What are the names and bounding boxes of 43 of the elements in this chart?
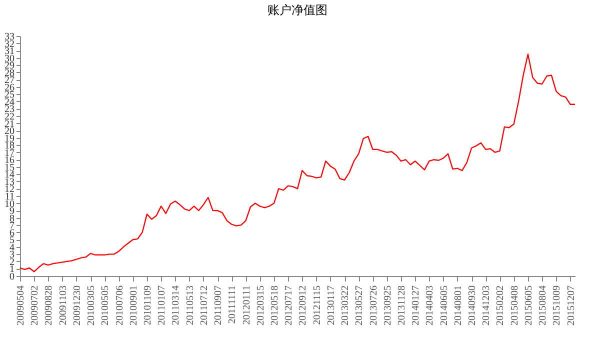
x-tick-label: 20151207	[566, 286, 577, 326]
x-tick-label: 20110712	[198, 286, 210, 326]
x-tick-label: 20120111	[241, 286, 252, 325]
x-tick-label: 20091230	[72, 286, 83, 326]
x-tick-label: 20130925	[382, 286, 394, 326]
x-tick-label: 20140403	[424, 286, 436, 326]
x-tick-label: 20110314	[170, 286, 182, 326]
x-tick-label: 20130117	[326, 286, 337, 326]
x-tick-label: 20150804	[538, 286, 549, 326]
x-tick-label: 20121115	[312, 286, 323, 325]
x-tick-label: 20120912	[298, 286, 309, 326]
x-tick-label: 20120315	[255, 286, 266, 326]
x-tick-label: 20090702	[30, 286, 41, 326]
x-tick-label: 20120717	[284, 286, 295, 326]
x-tick-label: 20150605	[523, 286, 534, 326]
x-tick-label: 20150408	[509, 286, 520, 326]
x-tick-label: 20140127	[410, 286, 422, 326]
x-tick-label: 20140930	[467, 286, 478, 326]
line-series	[19, 54, 576, 272]
x-tick-label: 20091103	[58, 286, 69, 326]
x-tick-label: 20130726	[368, 286, 380, 326]
x-tick-label: 20100706	[114, 286, 126, 326]
x-tick-label: 20100505	[100, 286, 112, 326]
chart-title: 账户净值图	[268, 3, 328, 17]
y-tick-label: 0	[10, 272, 14, 282]
x-tick-label: 20130527	[354, 286, 366, 326]
x-tick-label: 20131128	[396, 286, 408, 326]
x-tick-label: 20100305	[86, 286, 98, 326]
x-tick-label: 20111111	[227, 286, 238, 324]
x-tick-label: 20110107	[156, 286, 168, 326]
x-tick-label: 20100901	[128, 286, 140, 326]
x-tick-label: 20141203	[481, 286, 492, 326]
x-tick-label: 20120518	[269, 286, 280, 326]
x-tick-label: 20101109	[142, 286, 154, 326]
x-tick-label: 20150202	[495, 286, 506, 326]
x-tick-label: 20110513	[184, 286, 196, 326]
x-tick-label: 20140605	[438, 286, 450, 326]
x-tick-label: 20090504	[16, 286, 26, 326]
x-tick-label: 20151009	[552, 286, 563, 326]
x-tick-label: 20130322	[340, 286, 352, 326]
x-tick-label: 20110907	[213, 286, 224, 326]
x-tick-label: 20140801	[452, 286, 464, 326]
x-tick-label: 20090828	[44, 286, 55, 326]
